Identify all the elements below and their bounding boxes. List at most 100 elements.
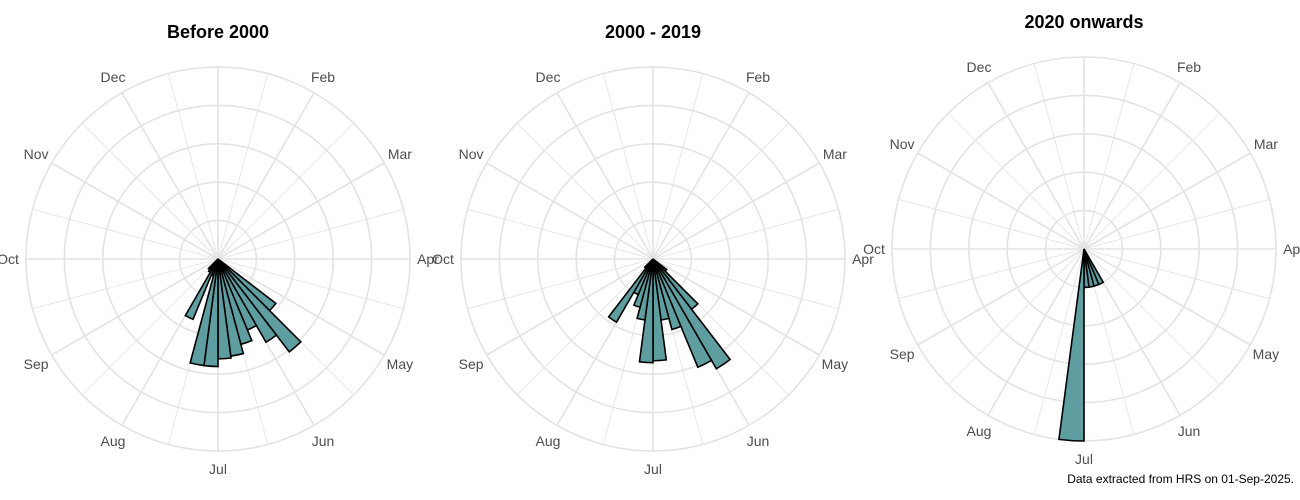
grid-spoke-minor <box>516 258 654 396</box>
grid-spoke-minor <box>32 208 219 260</box>
month-label-oct: Oct <box>863 241 885 257</box>
month-label-aug: Aug <box>967 423 992 439</box>
polar-bar <box>652 258 713 369</box>
month-label-jul: Jul <box>644 461 662 477</box>
month-label-jun: Jun <box>1178 423 1201 439</box>
month-label-mar: Mar <box>823 146 847 162</box>
month-label-may: May <box>387 356 413 372</box>
grid-spoke-minor <box>1083 248 1221 386</box>
grid-spoke-minor <box>81 122 219 260</box>
month-label-sep: Sep <box>890 346 915 362</box>
grid-spoke-major <box>217 92 315 260</box>
month-label-apr: Apr <box>1283 241 1300 257</box>
grid-spoke-minor <box>81 258 219 396</box>
grid-spoke-major <box>51 162 219 260</box>
grid-spoke-minor <box>467 258 654 310</box>
polar-bar <box>652 258 732 370</box>
grid-spoke-minor <box>467 208 654 260</box>
grid-spoke-minor <box>217 73 269 260</box>
grid-spoke-minor <box>1033 63 1085 250</box>
polar-bar <box>1058 248 1085 442</box>
month-label-dec: Dec <box>536 69 561 85</box>
grid-spoke-minor <box>652 122 790 260</box>
month-label-may: May <box>822 356 848 372</box>
month-label-mar: Mar <box>388 146 412 162</box>
grid-spoke-minor <box>947 112 1085 250</box>
grid-spoke-minor <box>652 73 704 260</box>
grid-spoke-major <box>652 258 820 356</box>
grid-spoke-major <box>987 82 1085 250</box>
polar-chart-1: Before 2000 Feb Mar Apr May Jun Jul Aug Sep Oct No… <box>0 22 439 477</box>
month-label-apr: Apr <box>852 251 874 267</box>
polar-chart-2: 2000 - 2019 Feb Mar Apr May Jun Jul Aug Sep Oct No… <box>432 22 874 477</box>
grid-spoke-minor <box>1083 63 1135 250</box>
grid-spoke-major <box>51 258 219 356</box>
polar-bar <box>189 258 219 367</box>
grid-spoke-major <box>917 152 1085 250</box>
month-label-aug: Aug <box>101 433 126 449</box>
month-label-oct: Oct <box>0 251 19 267</box>
polar-bar <box>217 258 278 344</box>
polar-chart-3: 2020 onwards Feb Mar Apr May Jun Jul Aug Sep Oct N… <box>863 12 1300 467</box>
grid-spoke-minor <box>167 73 219 260</box>
month-label-dec: Dec <box>101 69 126 85</box>
grid-spoke-minor <box>602 73 654 260</box>
grid-spoke-major <box>987 248 1085 416</box>
grid-spoke-major <box>121 92 219 260</box>
grid-spoke-minor <box>898 248 1085 300</box>
month-label-sep: Sep <box>24 356 49 372</box>
month-label-jun: Jun <box>747 433 770 449</box>
grid-spoke-minor <box>1033 248 1085 435</box>
grid-spoke-minor <box>32 258 219 310</box>
grid-spoke-major <box>1083 152 1251 250</box>
chart-title: 2020 onwards <box>1024 12 1143 32</box>
chart-title: 2000 - 2019 <box>605 22 701 42</box>
grid-spoke-minor <box>652 208 839 260</box>
grid-spoke-major <box>486 258 654 356</box>
grid-spoke-minor <box>217 258 404 310</box>
grid-spoke-minor <box>652 258 839 310</box>
grid-spoke-major <box>917 248 1085 346</box>
grid-spoke-major <box>556 92 654 260</box>
month-label-nov: Nov <box>459 146 484 162</box>
grid-spoke-minor <box>1083 112 1221 250</box>
polar-bar <box>217 258 302 354</box>
polar-bar <box>184 258 219 321</box>
month-label-dec: Dec <box>967 59 992 75</box>
grid-spoke-major <box>652 162 820 260</box>
grid-spoke-major <box>1083 82 1181 250</box>
month-label-mar: Mar <box>1254 136 1278 152</box>
month-label-feb: Feb <box>311 69 335 85</box>
grid-spoke-minor <box>1083 198 1270 250</box>
polar-bar <box>643 258 654 270</box>
month-label-feb: Feb <box>1177 59 1201 75</box>
grid-spoke-major <box>486 162 654 260</box>
month-label-aug: Aug <box>536 433 561 449</box>
polar-bar <box>607 258 654 324</box>
chart-title: Before 2000 <box>167 22 269 42</box>
month-label-oct: Oct <box>432 251 454 267</box>
polar-bar <box>652 258 682 331</box>
grid-spoke-minor <box>898 198 1085 250</box>
month-label-jun: Jun <box>312 433 335 449</box>
grid-spoke-minor <box>1083 248 1270 300</box>
month-label-nov: Nov <box>890 136 915 152</box>
month-label-apr: Apr <box>417 251 439 267</box>
month-label-feb: Feb <box>746 69 770 85</box>
data-source-caption: Data extracted from HRS on 01-Sep-2025. <box>1067 472 1294 486</box>
grid-spoke-major <box>217 258 385 356</box>
grid-spoke-minor <box>217 122 355 260</box>
polar-bar <box>207 258 219 271</box>
month-label-sep: Sep <box>459 356 484 372</box>
grid-spoke-major <box>217 162 385 260</box>
grid-spoke-major <box>1083 248 1251 346</box>
month-label-nov: Nov <box>24 146 49 162</box>
grid-spoke-minor <box>516 122 654 260</box>
month-label-jul: Jul <box>1075 451 1093 467</box>
grid-spoke-minor <box>217 208 404 260</box>
grid-spoke-minor <box>947 248 1085 386</box>
month-label-may: May <box>1253 346 1279 362</box>
grid-spoke-major <box>652 92 750 260</box>
month-label-jul: Jul <box>209 461 227 477</box>
